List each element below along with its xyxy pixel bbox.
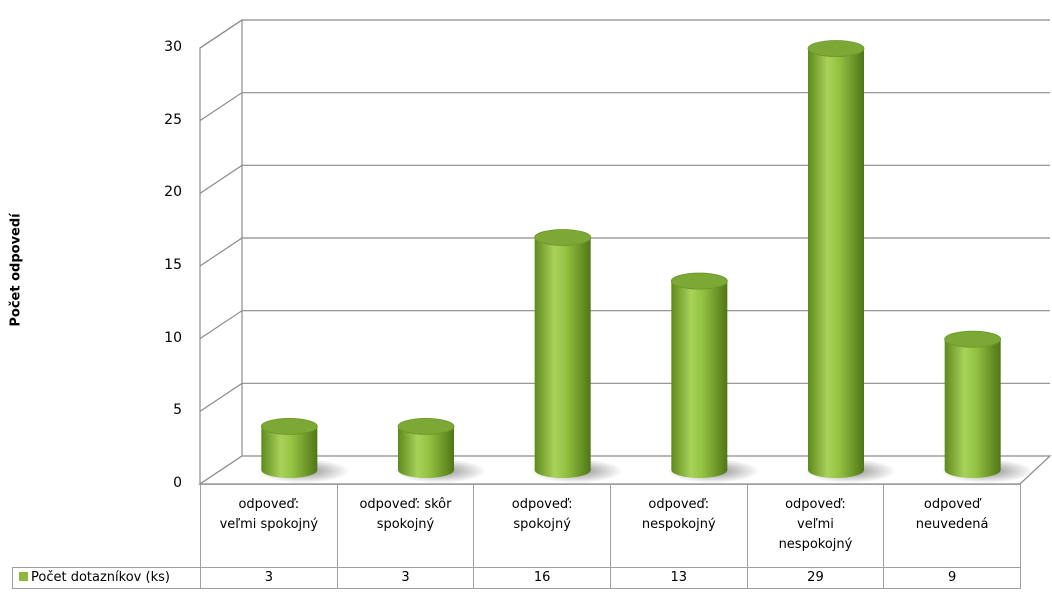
data-table: odpoveď: veľmi spokojný odpoveď: skôr spoko… <box>12 484 1021 589</box>
bar-top <box>260 417 318 435</box>
data-value-label: 3 <box>200 567 338 589</box>
gridline <box>199 382 1050 412</box>
data-value-label: 29 <box>746 567 885 589</box>
gridline <box>199 164 1050 194</box>
gridline <box>199 92 1050 122</box>
y-tick-label: 25 <box>164 111 182 128</box>
category-label: odpoveď: spokojný <box>473 484 611 568</box>
value-row: Počet dotazníkov (ks) 3 3 16 13 29 9 <box>12 567 1021 589</box>
bar-top <box>944 330 1002 348</box>
bars <box>257 40 1033 483</box>
gridline <box>199 19 1050 49</box>
data-value-label: 3 <box>336 567 475 589</box>
y-tick-label: 30 <box>164 39 182 55</box>
bar <box>667 272 760 483</box>
data-value-label: 16 <box>473 567 611 589</box>
bar-top <box>397 417 455 435</box>
bar <box>257 417 350 483</box>
bar <box>940 330 1033 483</box>
gridline <box>199 237 1050 267</box>
y-axis-title: Počet odpovedí <box>5 200 27 340</box>
bar-top <box>807 40 865 57</box>
category-label: odpoveď neuvedená <box>883 484 1021 568</box>
bar-body <box>671 281 728 478</box>
bar-body <box>534 237 591 478</box>
category-label: odpoveď: nespokojný <box>609 484 748 568</box>
bar-body <box>944 339 1001 478</box>
data-value-label: 9 <box>883 567 1021 589</box>
bar <box>804 40 896 483</box>
legend-entry: Počet dotazníkov (ks) <box>12 567 201 589</box>
gridline <box>199 310 1050 340</box>
legend-label: Počet dotazníkov (ks) <box>31 570 170 585</box>
y-tick-label: 20 <box>164 184 182 201</box>
y-tick-label: 10 <box>164 329 182 346</box>
bar-top <box>670 272 728 290</box>
category-label: odpoveď: veľmi spokojný <box>200 484 338 568</box>
bar <box>530 229 623 483</box>
y-axis-title-text: Počet odpovedí <box>8 213 24 327</box>
category-label: odpoveď: skôr spokojný <box>336 484 475 568</box>
y-tick-label: 5 <box>173 402 182 419</box>
category-label: odpoveď: veľmi nespokojný <box>746 484 885 568</box>
gridlines <box>198 18 1052 486</box>
y-tick-label: 0 <box>173 475 182 491</box>
category-row: odpoveď: veľmi spokojný odpoveď: skôr spoko… <box>13 484 1021 568</box>
table-corner <box>13 485 201 568</box>
y-tick-label: 15 <box>164 257 182 273</box>
bar-top <box>534 229 592 246</box>
bar-body <box>808 48 864 479</box>
legend-key <box>19 572 28 581</box>
data-value-label: 13 <box>609 567 748 589</box>
bar-body <box>261 426 318 478</box>
bar-body <box>398 426 454 478</box>
bar <box>394 417 486 483</box>
